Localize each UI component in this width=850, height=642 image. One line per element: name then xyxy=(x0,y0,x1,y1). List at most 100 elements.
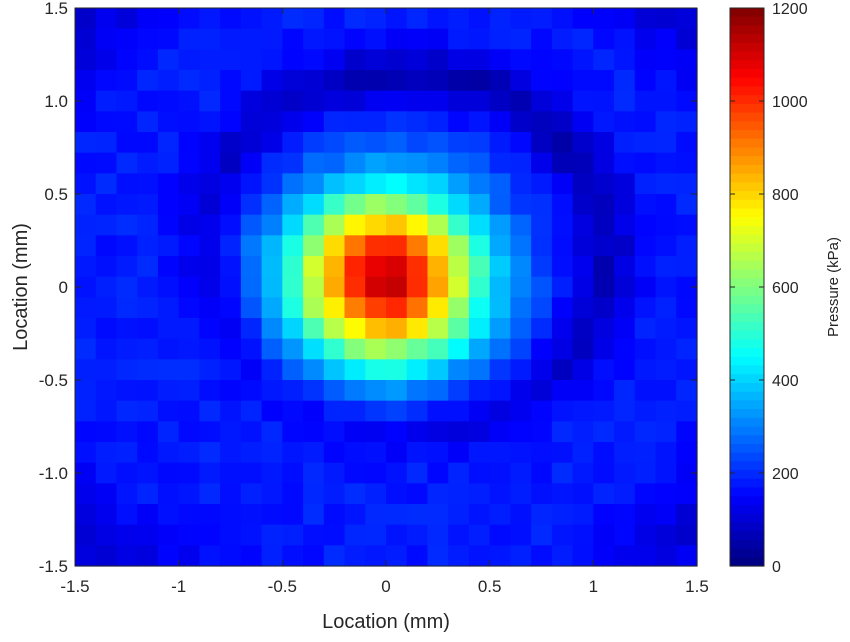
heatmap-cell xyxy=(427,462,449,484)
heatmap-cell xyxy=(240,380,263,402)
heatmap-cell xyxy=(95,28,118,50)
heatmap-cell xyxy=(157,462,180,484)
heatmap-cell xyxy=(593,338,615,360)
heatmap-cell xyxy=(178,235,200,257)
heatmap-cell xyxy=(531,214,553,236)
heatmap-cell xyxy=(199,132,221,154)
heatmap-cell xyxy=(676,111,698,133)
heatmap-cell xyxy=(323,152,346,174)
heatmap-cell xyxy=(572,70,594,92)
heatmap-cell xyxy=(489,359,511,381)
heatmap-cell xyxy=(199,462,221,484)
x-tick-label: 1 xyxy=(589,577,598,596)
heatmap-cell xyxy=(303,380,325,402)
heatmap-cell xyxy=(676,380,698,402)
heatmap-cell xyxy=(303,132,325,154)
heatmap-cell xyxy=(240,400,263,422)
heatmap-cell xyxy=(489,152,511,174)
heatmap-cell xyxy=(406,318,429,340)
heatmap-cell xyxy=(634,400,657,422)
heatmap-cell xyxy=(178,483,200,505)
heatmap-cell xyxy=(178,338,200,360)
heatmap-cell xyxy=(199,442,221,464)
heatmap-cell xyxy=(406,235,429,257)
heatmap-cell xyxy=(510,90,532,112)
x-axis-ticks: -1.5 -1 -0.5 0 0.5 1 1.5 xyxy=(60,8,709,596)
heatmap-cell xyxy=(220,359,242,381)
heatmap-cell xyxy=(199,235,221,257)
heatmap-cell xyxy=(572,111,594,133)
colorbar-segment xyxy=(730,531,764,541)
heatmap-cell xyxy=(303,504,325,526)
heatmap-cell xyxy=(137,545,159,567)
heatmap-cell xyxy=(551,173,574,195)
heatmap-cell xyxy=(614,90,636,112)
heatmap-cell xyxy=(676,421,698,443)
heatmap-cell xyxy=(344,380,366,402)
colorbar-segment xyxy=(730,138,764,149)
heatmap-cell xyxy=(614,214,636,236)
heatmap-cell xyxy=(676,173,698,195)
heatmap-cell xyxy=(178,256,200,278)
heatmap-cell xyxy=(220,70,242,92)
heatmap-cell xyxy=(323,400,346,422)
heatmap-cell xyxy=(614,194,636,216)
heatmap-cell xyxy=(655,483,677,505)
heatmap-cell xyxy=(282,442,304,464)
heatmap-cell xyxy=(178,49,200,71)
heatmap-cell xyxy=(676,504,698,526)
colorbar-segment xyxy=(730,330,764,340)
heatmap-cell xyxy=(551,297,574,319)
heatmap-cell xyxy=(178,318,200,340)
colorbar-segment xyxy=(730,339,764,349)
heatmap-cell xyxy=(157,90,180,112)
heatmap-cell xyxy=(240,442,263,464)
heatmap-cell xyxy=(344,256,366,278)
colorbar-segment xyxy=(730,25,764,35)
heatmap-cell xyxy=(634,90,657,112)
heatmap-cell xyxy=(655,173,677,195)
heatmap-cell xyxy=(157,235,180,257)
heatmap-cell xyxy=(116,400,138,422)
heatmap-cell xyxy=(489,235,511,257)
colorbar-segment xyxy=(730,470,764,480)
heatmap-cell xyxy=(406,194,429,216)
heatmap-cell xyxy=(406,400,429,422)
heatmap-cell xyxy=(448,132,470,154)
heatmap-cell xyxy=(323,297,346,319)
heatmap-cell xyxy=(220,442,242,464)
heatmap-cell xyxy=(468,400,491,422)
heatmap-cell xyxy=(489,49,511,71)
colorbar-segment xyxy=(730,225,764,236)
heatmap-cell xyxy=(178,70,200,92)
heatmap-cell xyxy=(655,235,677,257)
heatmap-cell xyxy=(551,256,574,278)
heatmap-cell xyxy=(406,90,429,112)
heatmap-cell xyxy=(386,297,408,319)
heatmap-cell xyxy=(157,318,180,340)
heatmap-cell xyxy=(137,152,159,174)
heatmap-cell xyxy=(137,338,159,360)
colorbar-segment xyxy=(730,278,764,288)
heatmap-cell xyxy=(199,504,221,526)
heatmap-cell xyxy=(137,235,159,257)
heatmap-cell xyxy=(406,256,429,278)
heatmap-cell xyxy=(448,545,470,567)
heatmap-cell xyxy=(655,152,677,174)
heatmap-cell xyxy=(614,524,636,546)
heatmap-cell xyxy=(593,545,615,567)
heatmap-cell xyxy=(220,214,242,236)
colorbar-tick-label: 400 xyxy=(772,373,799,390)
x-tick-label: 0 xyxy=(381,577,390,596)
heatmap-cell xyxy=(531,111,553,133)
y-tick-label: 0.5 xyxy=(44,185,68,204)
heatmap-cell xyxy=(95,256,118,278)
heatmap-cell xyxy=(551,28,574,50)
heatmap-cell xyxy=(614,442,636,464)
heatmap-cell xyxy=(614,462,636,484)
heatmap-cell xyxy=(510,28,532,50)
heatmap-cell xyxy=(75,318,97,340)
heatmap-cell xyxy=(551,462,574,484)
heatmap-cell xyxy=(468,545,491,567)
heatmap-cell xyxy=(551,359,574,381)
